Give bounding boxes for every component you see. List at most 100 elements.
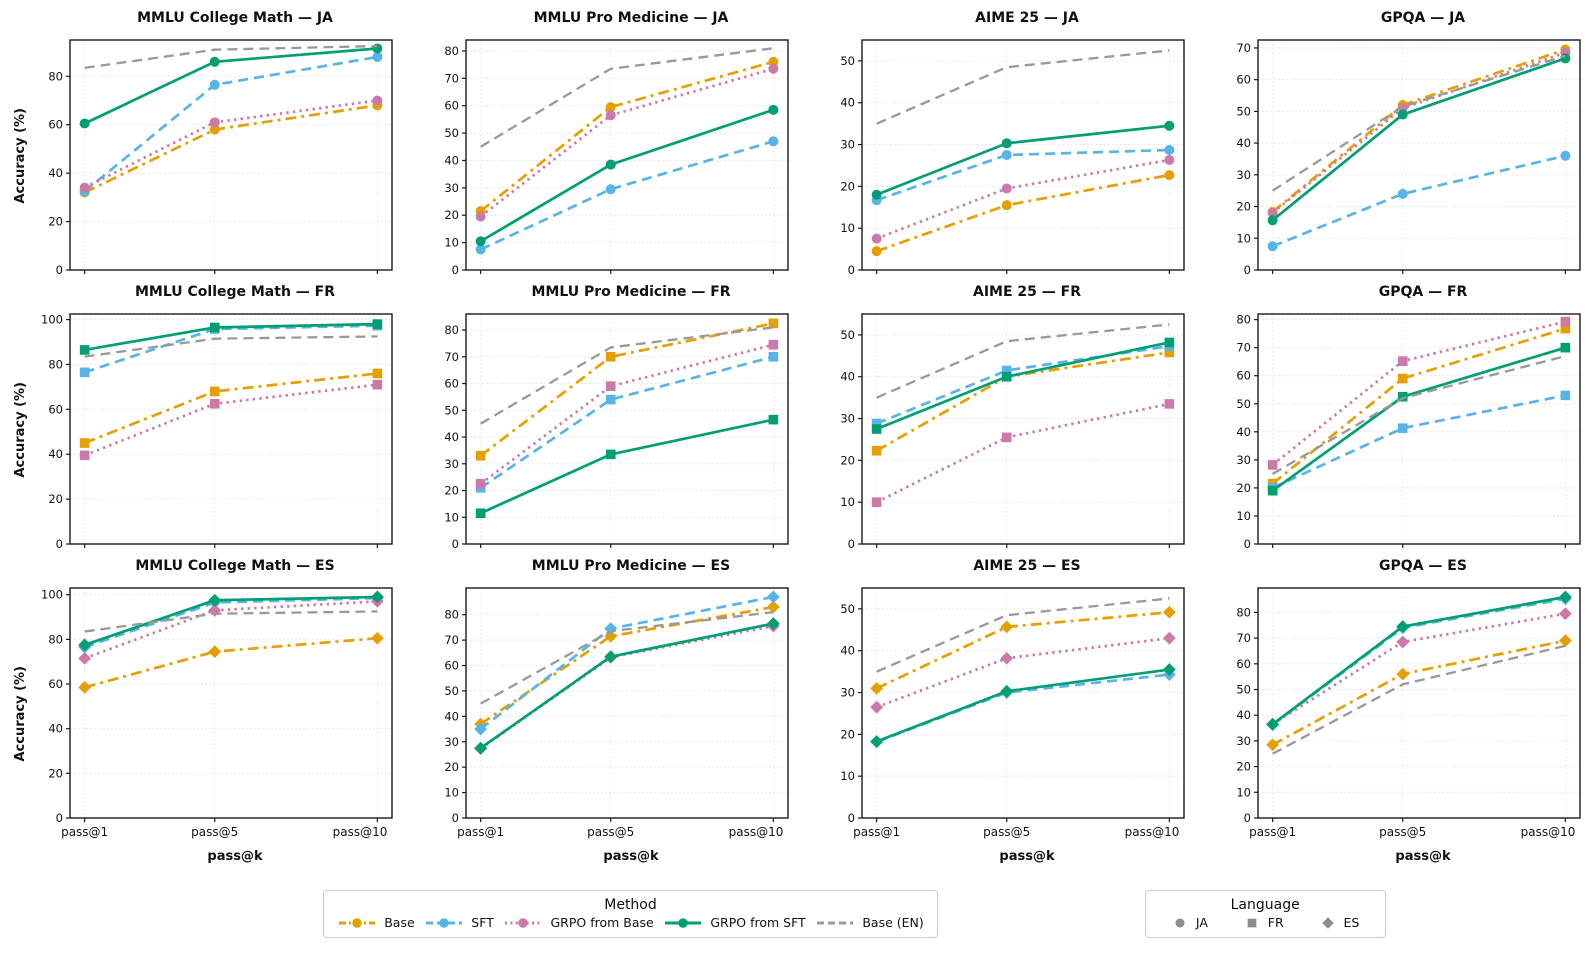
svg-text:60: 60 — [48, 402, 63, 416]
y-axis-label: Accuracy (%) — [12, 382, 28, 478]
series-grpo-from-base — [79, 95, 383, 193]
series-grpo-from-base — [79, 379, 383, 461]
svg-text:50: 50 — [1236, 104, 1251, 118]
svg-text:40: 40 — [840, 96, 855, 110]
svg-text:pass@1: pass@1 — [853, 825, 900, 839]
svg-text:30: 30 — [840, 412, 855, 426]
legend-row: Method Base SFT GRPO from Base GRPO from SF… — [10, 880, 1577, 952]
svg-text:60: 60 — [48, 677, 63, 691]
svg-text:60: 60 — [1236, 369, 1251, 383]
spacer — [1198, 306, 1218, 554]
svg-text:60: 60 — [444, 377, 459, 391]
method-legend-label: SFT — [471, 915, 494, 930]
y-axis-label-slot: Accuracy (%) — [10, 32, 30, 280]
svg-text:pass@5: pass@5 — [983, 825, 1030, 839]
svg-text:40: 40 — [840, 644, 855, 658]
svg-text:0: 0 — [848, 263, 855, 277]
language-legend-items: JA FR ES — [1154, 915, 1377, 930]
chart-panel-aime-25-fr: AIME 25 — FR 0 10 20 30 40 50 — [802, 280, 1198, 554]
svg-text:50: 50 — [840, 328, 855, 342]
svg-text:40: 40 — [444, 430, 459, 444]
series-base-en — [480, 611, 774, 705]
svg-text:20: 20 — [48, 766, 63, 780]
series-grpo-from-sft — [475, 104, 779, 247]
series-sft — [79, 320, 383, 378]
spacer — [1198, 32, 1218, 280]
series-base — [1267, 323, 1571, 489]
x-axis-label: pass@k — [1395, 849, 1451, 864]
series-base-en — [480, 47, 774, 148]
svg-text:0: 0 — [56, 811, 63, 825]
series-sft — [79, 51, 383, 197]
diamond-marker-icon — [1321, 916, 1334, 929]
chart-panel-mmlu-college-math-es: MMLU College Math — ES Accuracy (%) 0 20 40 6… — [10, 554, 406, 870]
series-base — [871, 170, 1175, 257]
svg-text:50: 50 — [1236, 683, 1251, 697]
chart-body: 0 10 20 30 40 50 60 70 80 — [406, 306, 802, 554]
svg-text:70: 70 — [444, 71, 459, 85]
method-legend: Method Base SFT GRPO from Base GRPO from SF… — [323, 890, 938, 938]
chart-panel-mmlu-college-math-fr: MMLU College Math — FR Accuracy (%) 0 20 40 6… — [10, 280, 406, 554]
series-sft — [475, 136, 779, 255]
svg-text:10: 10 — [444, 786, 459, 800]
svg-text:10: 10 — [444, 236, 459, 250]
svg-text:50: 50 — [444, 126, 459, 140]
language-legend-item-fr: FR — [1243, 915, 1284, 930]
series-base-en — [1272, 54, 1566, 192]
chart-title: MMLU College Math — ES — [135, 558, 335, 574]
svg-text:30: 30 — [444, 181, 459, 195]
series-grpo-from-base — [871, 399, 1175, 507]
series-sft — [474, 590, 780, 736]
chart-title: GPQA — ES — [1379, 558, 1467, 574]
svg-text:pass@5: pass@5 — [191, 825, 238, 839]
spacer — [802, 306, 822, 554]
svg-text:20: 20 — [444, 208, 459, 222]
series-grpo-from-sft — [870, 663, 1176, 748]
svg-text:40: 40 — [444, 153, 459, 167]
series-sft — [1267, 150, 1571, 252]
method-legend-item-base-en: Base (EN) — [815, 915, 924, 930]
series-sft — [871, 341, 1175, 429]
svg-text:100: 100 — [41, 313, 63, 327]
svg-text:60: 60 — [48, 118, 63, 132]
series-sft — [1267, 390, 1571, 493]
svg-text:40: 40 — [48, 447, 63, 461]
svg-text:50: 50 — [444, 684, 459, 698]
svg-text:0: 0 — [848, 537, 855, 551]
svg-text:0: 0 — [1244, 811, 1251, 825]
language-legend: Language JA FR ES — [1144, 890, 1386, 938]
chart-body: 0 10 20 30 40 50 60 70 — [1198, 32, 1587, 280]
chart-canvas-mmlu-pro-medicine-ja: 0 10 20 30 40 50 60 70 80 — [444, 39, 789, 277]
svg-text:pass@1: pass@1 — [1249, 825, 1296, 839]
x-axis-label: pass@k — [207, 849, 263, 864]
svg-text:60: 60 — [1236, 73, 1251, 87]
chart-canvas-mmlu-pro-medicine-fr: 0 10 20 30 40 50 60 70 80 — [444, 313, 789, 551]
chart-canvas-aime-25-ja: 0 10 20 30 40 50 — [840, 39, 1185, 277]
chart-body: 0 10 20 30 40 50 — [802, 306, 1198, 554]
svg-text:pass@10: pass@10 — [1125, 825, 1180, 839]
method-legend-label: Base (EN) — [862, 915, 924, 930]
series-grpo-from-sft — [871, 337, 1175, 434]
series-grpo-from-base — [475, 63, 779, 222]
series-base-en — [876, 49, 1170, 125]
svg-text:0: 0 — [848, 811, 855, 825]
chart-panel-mmlu-pro-medicine-es: MMLU Pro Medicine — ES 0 10 20 30 40 50 60 70 80 p… — [406, 554, 802, 870]
language-legend-label: JA — [1195, 915, 1208, 930]
svg-text:30: 30 — [840, 138, 855, 152]
svg-text:100: 100 — [41, 588, 63, 602]
svg-text:20: 20 — [840, 453, 855, 467]
svg-text:0: 0 — [56, 537, 63, 551]
svg-text:0: 0 — [1244, 263, 1251, 277]
spacer — [406, 590, 426, 838]
chart-body: 0 10 20 30 40 50 60 70 80 pass@1 pass@5 pass@10 — [406, 580, 802, 848]
svg-text:20: 20 — [840, 727, 855, 741]
chart-title: AIME 25 — FR — [973, 284, 1081, 300]
svg-text:pass@10: pass@10 — [729, 825, 784, 839]
svg-text:50: 50 — [444, 403, 459, 417]
series-base-en — [84, 610, 378, 633]
chart-body: 0 10 20 30 40 50 — [802, 32, 1198, 280]
svg-text:80: 80 — [444, 323, 459, 337]
svg-text:80: 80 — [1236, 605, 1251, 619]
svg-text:pass@5: pass@5 — [1379, 825, 1426, 839]
